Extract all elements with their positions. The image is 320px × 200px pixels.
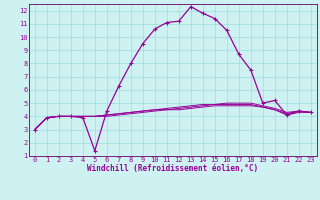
- X-axis label: Windchill (Refroidissement éolien,°C): Windchill (Refroidissement éolien,°C): [87, 164, 258, 174]
